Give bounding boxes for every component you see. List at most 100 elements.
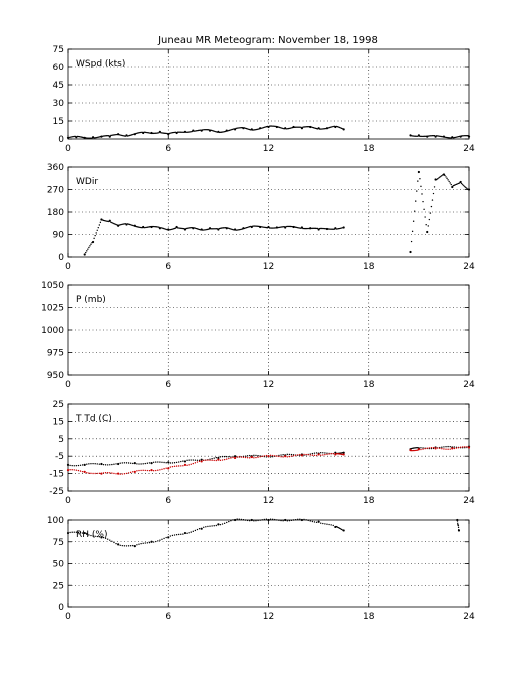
trace-dot bbox=[145, 226, 148, 229]
trace-dot bbox=[145, 131, 148, 134]
trace-dot bbox=[452, 185, 455, 187]
trace-dot bbox=[339, 127, 342, 129]
trace-dot bbox=[298, 126, 300, 128]
trace-dot bbox=[299, 126, 301, 128]
trace-dot bbox=[152, 461, 155, 463]
y-tick-label: 100 bbox=[47, 516, 64, 526]
data-point bbox=[342, 128, 345, 131]
trace-dot bbox=[101, 135, 104, 137]
trace-dot bbox=[146, 469, 149, 472]
trace-dot bbox=[236, 127, 238, 129]
trace-dot bbox=[321, 227, 323, 230]
data-point bbox=[150, 469, 153, 472]
trace-dot bbox=[221, 459, 224, 461]
trace-dot bbox=[410, 135, 413, 137]
trace-dot bbox=[330, 453, 332, 455]
trace-dot bbox=[436, 178, 439, 180]
trace-dot bbox=[88, 472, 90, 474]
trace-dot bbox=[170, 132, 173, 134]
trace-dot bbox=[292, 455, 295, 457]
trace-dot bbox=[138, 469, 140, 472]
trace-dot bbox=[430, 205, 433, 208]
trace-dot bbox=[209, 459, 211, 461]
trace-dot bbox=[320, 227, 322, 230]
trace-dot bbox=[79, 136, 82, 138]
trace-dot bbox=[159, 469, 161, 471]
trace-dot bbox=[144, 469, 146, 472]
trace-dot bbox=[163, 461, 165, 464]
trace-dot bbox=[447, 448, 449, 450]
trace-dot bbox=[447, 137, 449, 139]
trace-dot bbox=[328, 453, 330, 455]
data-point bbox=[417, 170, 420, 174]
trace-dot bbox=[244, 455, 247, 457]
trace-dot bbox=[237, 229, 239, 231]
trace-dot bbox=[466, 187, 468, 190]
trace-dot bbox=[286, 128, 288, 130]
trace-dot bbox=[182, 460, 184, 462]
trace-dot bbox=[293, 126, 296, 128]
trace-dot bbox=[324, 453, 326, 456]
trace-dot bbox=[288, 455, 291, 458]
trace-dot bbox=[280, 519, 282, 522]
trace-dot bbox=[81, 532, 84, 534]
trace-dot bbox=[144, 462, 146, 465]
trace-dot bbox=[132, 544, 134, 547]
trace-dot bbox=[228, 456, 230, 458]
trace-dot bbox=[419, 135, 421, 138]
trace-dot bbox=[176, 227, 179, 229]
trace-dot bbox=[449, 448, 451, 450]
trace-dot bbox=[257, 225, 259, 228]
trace-dot bbox=[132, 462, 134, 465]
trace-dot bbox=[429, 212, 432, 214]
data-point bbox=[342, 453, 345, 456]
trace-dot bbox=[221, 455, 224, 458]
data-point bbox=[66, 531, 70, 535]
trace-dot bbox=[410, 449, 413, 452]
trace-dot bbox=[88, 534, 90, 536]
trace-dot bbox=[188, 459, 190, 461]
trace-dot bbox=[246, 128, 249, 130]
trace-dot bbox=[188, 227, 190, 229]
x-tick-label: 6 bbox=[165, 262, 171, 272]
trace-dot bbox=[94, 472, 96, 475]
trace-dot bbox=[462, 183, 464, 186]
trace-dot bbox=[296, 126, 298, 128]
trace-dot bbox=[243, 227, 246, 230]
trace-dot bbox=[290, 519, 293, 522]
trace-dot bbox=[71, 531, 73, 533]
trace-dot bbox=[294, 518, 297, 521]
trace-dot bbox=[161, 227, 163, 229]
x-tick-label: 6 bbox=[165, 612, 171, 622]
y-tick-label: 950 bbox=[47, 371, 64, 381]
trace-dot bbox=[274, 518, 276, 521]
trace-dot bbox=[259, 519, 261, 521]
trace-dot bbox=[77, 464, 80, 467]
trace-dot bbox=[432, 135, 435, 137]
panel-label: WDir bbox=[76, 177, 98, 187]
trace-dot bbox=[143, 131, 145, 133]
trace-dot bbox=[253, 454, 255, 457]
trace-dot bbox=[440, 135, 442, 138]
trace-dot bbox=[271, 227, 274, 229]
trace-dot bbox=[110, 134, 112, 137]
trace-dot bbox=[292, 454, 295, 456]
trace-dot bbox=[289, 225, 292, 228]
trace-dot bbox=[256, 128, 258, 131]
trace-dot bbox=[180, 533, 182, 535]
trace-dot bbox=[447, 445, 449, 448]
trace-dot bbox=[288, 225, 291, 228]
trace-dot bbox=[448, 137, 450, 139]
trace-dot bbox=[453, 136, 456, 139]
trace-dot bbox=[324, 128, 326, 130]
panel-temp-dewpoint: -25 -15 -5 5 15 25 0 6 12 18 24 T Td (C) bbox=[49, 400, 475, 506]
trace-dot bbox=[171, 465, 174, 468]
trace-dot bbox=[203, 229, 205, 231]
trace-dot bbox=[236, 229, 238, 231]
trace-dot bbox=[332, 452, 334, 455]
trace-dot bbox=[69, 531, 71, 534]
trace-dot bbox=[221, 227, 224, 229]
trace-dot bbox=[463, 184, 465, 187]
trace-dot bbox=[192, 459, 195, 461]
trace-dot bbox=[155, 226, 157, 228]
